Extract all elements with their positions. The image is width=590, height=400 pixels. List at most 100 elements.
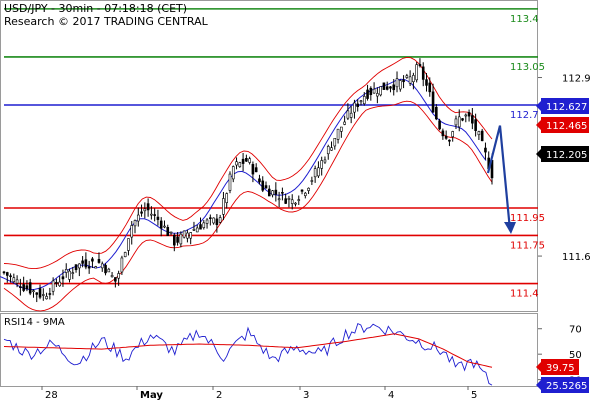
candle-body bbox=[382, 82, 386, 90]
forecast-path bbox=[486, 125, 512, 231]
candle-body bbox=[169, 231, 173, 234]
candle-body bbox=[225, 193, 229, 203]
badge-112205-pointer bbox=[536, 149, 541, 159]
candle-body bbox=[238, 162, 242, 167]
candle-body bbox=[143, 208, 147, 212]
candle-body bbox=[320, 160, 323, 169]
candle-body bbox=[12, 277, 16, 283]
candle-body bbox=[395, 78, 399, 88]
level-label-113.05: 113.05 bbox=[510, 62, 545, 73]
candle-body bbox=[163, 225, 166, 228]
candle-body bbox=[84, 259, 88, 268]
moving-average-line bbox=[0, 78, 487, 291]
candle-body bbox=[146, 203, 150, 211]
candle-body bbox=[379, 86, 382, 96]
badge-rsi-ma-box bbox=[541, 359, 579, 375]
candle-body bbox=[441, 130, 445, 137]
candle-body bbox=[343, 121, 346, 125]
candle-body bbox=[251, 164, 255, 175]
candle-body bbox=[71, 272, 75, 274]
candle-body bbox=[212, 217, 215, 224]
badge-112465-box bbox=[541, 117, 589, 133]
candle-body bbox=[91, 258, 94, 262]
candle-body bbox=[484, 147, 487, 153]
candle-body bbox=[136, 214, 140, 222]
candle-body bbox=[166, 227, 170, 237]
candle-body bbox=[385, 86, 389, 90]
candle-body bbox=[274, 189, 278, 195]
candle-body bbox=[356, 103, 360, 107]
candle-body bbox=[35, 292, 39, 295]
candle-body bbox=[369, 87, 373, 96]
candle-body bbox=[464, 114, 468, 117]
candle-body bbox=[297, 199, 301, 201]
candle-body bbox=[100, 263, 104, 269]
candle-body bbox=[28, 282, 32, 294]
candle-body bbox=[215, 218, 219, 226]
candle-body bbox=[467, 112, 471, 117]
candle-body bbox=[222, 198, 225, 215]
candle-body bbox=[245, 158, 248, 162]
candle-body bbox=[376, 93, 379, 97]
candle-body bbox=[418, 64, 422, 67]
candle-body bbox=[58, 281, 61, 287]
candle-body bbox=[408, 76, 412, 84]
forecast-arrow bbox=[486, 125, 516, 234]
candle-body bbox=[287, 198, 291, 200]
candle-body bbox=[271, 190, 274, 196]
candle-body bbox=[241, 158, 245, 164]
bollinger-lower-band bbox=[3, 100, 493, 312]
candle-body bbox=[457, 116, 461, 128]
rsi-lines bbox=[3, 322, 493, 386]
candle-body bbox=[51, 280, 55, 292]
candle-body bbox=[235, 161, 238, 166]
candle-body bbox=[366, 89, 369, 99]
candle-body bbox=[87, 266, 91, 269]
badge-112205-box bbox=[541, 146, 589, 162]
candle-body bbox=[258, 178, 261, 183]
level-label-111.4: 111.4 bbox=[510, 289, 539, 300]
level-lines: 113.4 113.05 112.7 111.95 111.75 111.4 bbox=[4, 8, 545, 300]
candle-body bbox=[182, 230, 186, 238]
badge-112205-label: 112.205 bbox=[546, 150, 587, 161]
candle-body bbox=[228, 173, 232, 191]
rsi-line bbox=[3, 322, 493, 386]
candle-body bbox=[346, 110, 350, 119]
rsi-title: RSI14 - 9MA bbox=[4, 317, 65, 328]
candle-body bbox=[173, 234, 176, 246]
candle-body bbox=[176, 236, 179, 243]
candle-body bbox=[199, 224, 202, 230]
candle-body bbox=[281, 192, 284, 194]
candle-body bbox=[290, 199, 294, 204]
candle-body bbox=[421, 66, 425, 80]
candle-body bbox=[372, 88, 376, 94]
candle-body bbox=[330, 147, 333, 151]
main-plot-frame bbox=[0, 0, 538, 312]
rsi-y-tick-label: 50 bbox=[569, 350, 582, 361]
candle-body bbox=[140, 211, 143, 214]
candle-body bbox=[22, 284, 25, 291]
candle-body bbox=[412, 75, 415, 83]
candle-body bbox=[405, 75, 409, 78]
candle-body bbox=[195, 227, 199, 233]
level-label-111.75: 111.75 bbox=[510, 240, 545, 251]
rsi-y-tick-label: 70 bbox=[569, 325, 582, 336]
y-tick-label: 112.9 bbox=[562, 74, 590, 85]
candle-body bbox=[5, 272, 9, 276]
candle-body bbox=[127, 238, 130, 251]
candle-body bbox=[454, 118, 458, 126]
forecast-arrow-head bbox=[504, 221, 516, 234]
badge-112627-box bbox=[541, 98, 589, 114]
candle-body bbox=[189, 232, 192, 239]
candle-body bbox=[202, 222, 206, 228]
bollinger-upper-band bbox=[3, 56, 493, 270]
candle-body bbox=[231, 166, 235, 180]
candle-body bbox=[461, 118, 464, 121]
candle-body bbox=[150, 213, 153, 216]
candle-body bbox=[61, 276, 65, 280]
candle-body bbox=[444, 135, 448, 139]
candle-body bbox=[55, 282, 58, 284]
candle-body bbox=[192, 228, 196, 231]
candle-body bbox=[267, 188, 271, 197]
